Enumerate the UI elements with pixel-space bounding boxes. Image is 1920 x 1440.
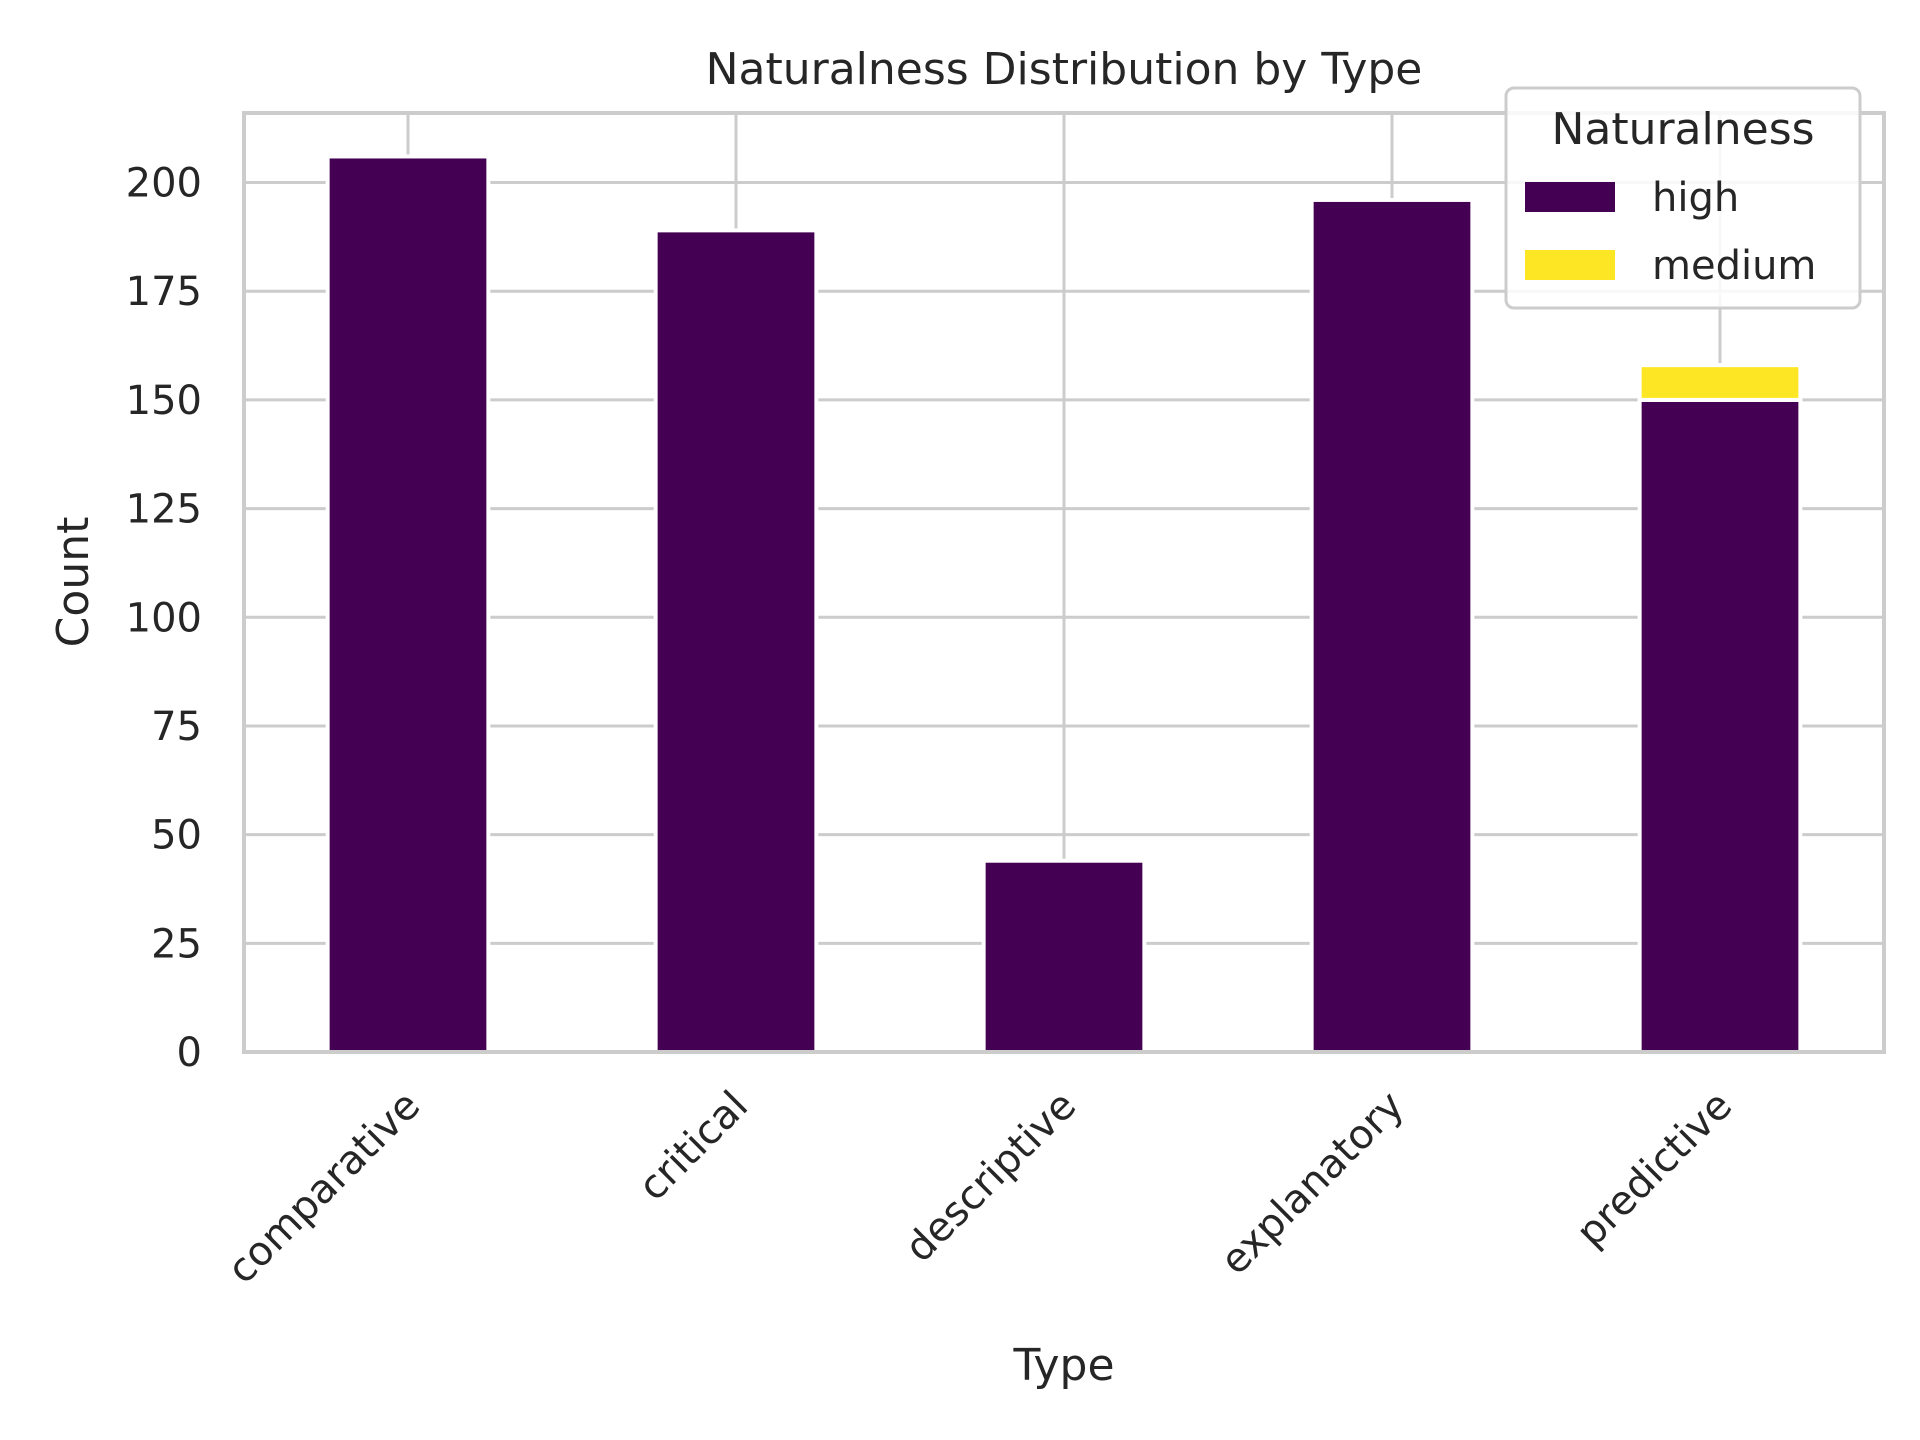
y-tick-label: 150 xyxy=(126,378,202,424)
plot-frame xyxy=(242,111,1886,1054)
y-tick-labels: 0 25 50 75 100 125 150 175 200 xyxy=(126,161,202,1076)
y-tick-label: 25 xyxy=(151,921,202,967)
bars xyxy=(325,154,1803,1054)
bar-high-predictive xyxy=(1637,397,1803,1054)
x-tick-label-predictive: predictive xyxy=(1568,1083,1741,1256)
bar-medium-predictive xyxy=(1637,363,1803,402)
legend-label-medium: medium xyxy=(1652,243,1816,289)
legend-swatch-medium xyxy=(1525,250,1615,280)
legend-swatch-high xyxy=(1525,182,1615,212)
y-tick-label: 75 xyxy=(151,704,202,750)
x-tick-labels: comparative critical descriptive explanator… xyxy=(219,1083,1741,1293)
y-tick-label: 175 xyxy=(126,269,202,315)
legend: Naturalness high medium xyxy=(1504,86,1862,310)
y-tick-label: 125 xyxy=(126,487,202,533)
x-axis-title: Type xyxy=(1012,1340,1114,1391)
y-axis-title: Count xyxy=(48,517,99,648)
x-tick-label-explanatory: explanatory xyxy=(1212,1083,1413,1284)
x-tick-label-critical: critical xyxy=(630,1083,757,1210)
y-tick-label: 200 xyxy=(126,161,202,207)
y-tick-label: 0 xyxy=(177,1030,202,1076)
x-tick-label-descriptive: descriptive xyxy=(896,1083,1085,1272)
legend-label-high: high xyxy=(1652,175,1739,221)
legend-title: Naturalness xyxy=(1551,104,1814,155)
y-tick-label: 50 xyxy=(151,813,202,859)
bar-high-comparative xyxy=(325,154,491,1054)
bar-high-critical xyxy=(653,228,819,1054)
bar-high-explanatory xyxy=(1309,197,1475,1054)
bar-high-descriptive xyxy=(981,858,1147,1054)
x-tick-label-comparative: comparative xyxy=(219,1083,429,1293)
y-tick-label: 100 xyxy=(126,595,202,641)
chart-title: Naturalness Distribution by Type xyxy=(706,44,1423,95)
